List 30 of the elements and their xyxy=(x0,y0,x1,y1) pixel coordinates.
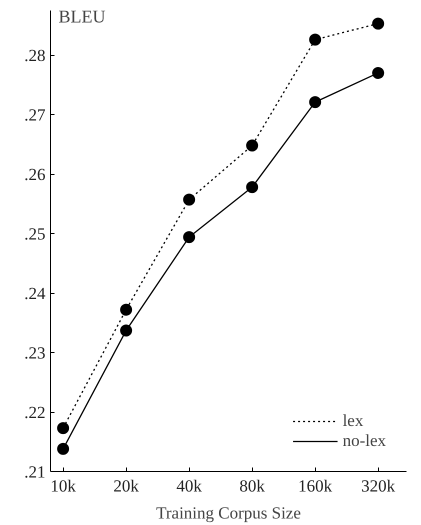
point xyxy=(57,442,70,455)
x-axis-title: Training Corpus Size xyxy=(156,504,301,522)
x-tick-label: 320k xyxy=(361,476,396,496)
y-tick-label: .22 xyxy=(24,403,46,422)
point xyxy=(246,140,258,152)
point xyxy=(372,66,384,79)
point xyxy=(309,96,322,108)
legend-label: no-lex xyxy=(342,431,386,451)
point xyxy=(246,181,258,194)
y-tick-label: .25 xyxy=(24,224,46,244)
x-tick-label: 20k xyxy=(113,476,140,496)
x-tick-label: 80k xyxy=(239,476,266,496)
point xyxy=(57,422,70,434)
point xyxy=(120,304,132,316)
point xyxy=(372,18,384,30)
y-tick-label: .26 xyxy=(24,165,46,184)
y-tick-label: .24 xyxy=(24,284,46,304)
x-tick-label: 160k xyxy=(298,476,333,496)
point xyxy=(183,231,196,244)
point xyxy=(309,34,322,46)
y-tick-label: .21 xyxy=(24,462,46,482)
x-tick-label: 10k xyxy=(50,476,76,496)
y-tick-label: .28 xyxy=(24,46,46,66)
y-axis-title: BLEU xyxy=(58,6,106,26)
legend-label: lex xyxy=(342,411,364,431)
y-tick-label: .27 xyxy=(24,106,46,125)
point xyxy=(120,324,132,337)
point xyxy=(183,194,196,206)
x-tick-label: 40k xyxy=(176,476,202,496)
y-tick-label: .23 xyxy=(24,344,46,363)
